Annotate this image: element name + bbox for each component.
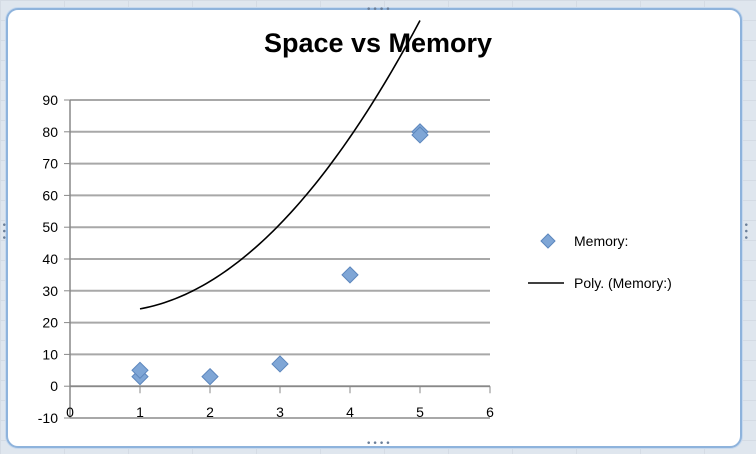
legend-marker-swatch — [540, 233, 556, 249]
y-tick-label: 10 — [42, 346, 58, 362]
chart-title: Space vs Memory — [263, 28, 493, 58]
y-tick-label: 80 — [42, 124, 58, 140]
legend-label: Memory: — [574, 233, 628, 249]
y-tick-label: 40 — [42, 251, 58, 267]
y-tick-label: 30 — [42, 283, 58, 299]
x-tick-label: 6 — [486, 404, 494, 420]
y-tick-label: 70 — [42, 156, 58, 172]
axes: -10 0 10 20 30 40 50 60 70 80 90 0 1 2 3 4 5 6 — [38, 92, 494, 426]
data-point-marker[interactable] — [341, 266, 359, 284]
resize-handle-right[interactable]: ••• — [740, 222, 750, 242]
y-tick-label: 20 — [42, 315, 58, 331]
x-tick-label: 1 — [136, 404, 144, 420]
data-point-marker[interactable] — [271, 355, 289, 373]
y-tick-label: -10 — [38, 410, 58, 426]
data-point-marker[interactable] — [131, 361, 149, 380]
trendline — [139, 20, 421, 310]
x-tick-label: 3 — [276, 404, 284, 420]
data-point-marker[interactable] — [201, 367, 219, 386]
y-tick-label: 60 — [42, 187, 58, 203]
legend-label: Poly. (Memory:) — [574, 275, 672, 291]
x-tick-label: 5 — [416, 404, 424, 420]
data-markers — [131, 123, 429, 386]
y-tick-label: 50 — [42, 219, 58, 235]
x-tick-label: 0 — [66, 404, 74, 420]
x-tick-label: 4 — [346, 404, 354, 420]
data-point-marker[interactable] — [411, 126, 429, 144]
trendline-path — [139, 20, 421, 310]
resize-handle-bottom[interactable]: •••• — [366, 439, 392, 449]
y-tick-label: 90 — [42, 92, 58, 108]
legend: Memory: Poly. (Memory:) — [528, 233, 672, 291]
resize-handle-top[interactable]: •••• — [366, 5, 392, 15]
y-tick-label: 0 — [50, 378, 58, 394]
resize-handle-left[interactable]: ••• — [0, 222, 8, 242]
x-tick-label: 2 — [206, 404, 214, 420]
